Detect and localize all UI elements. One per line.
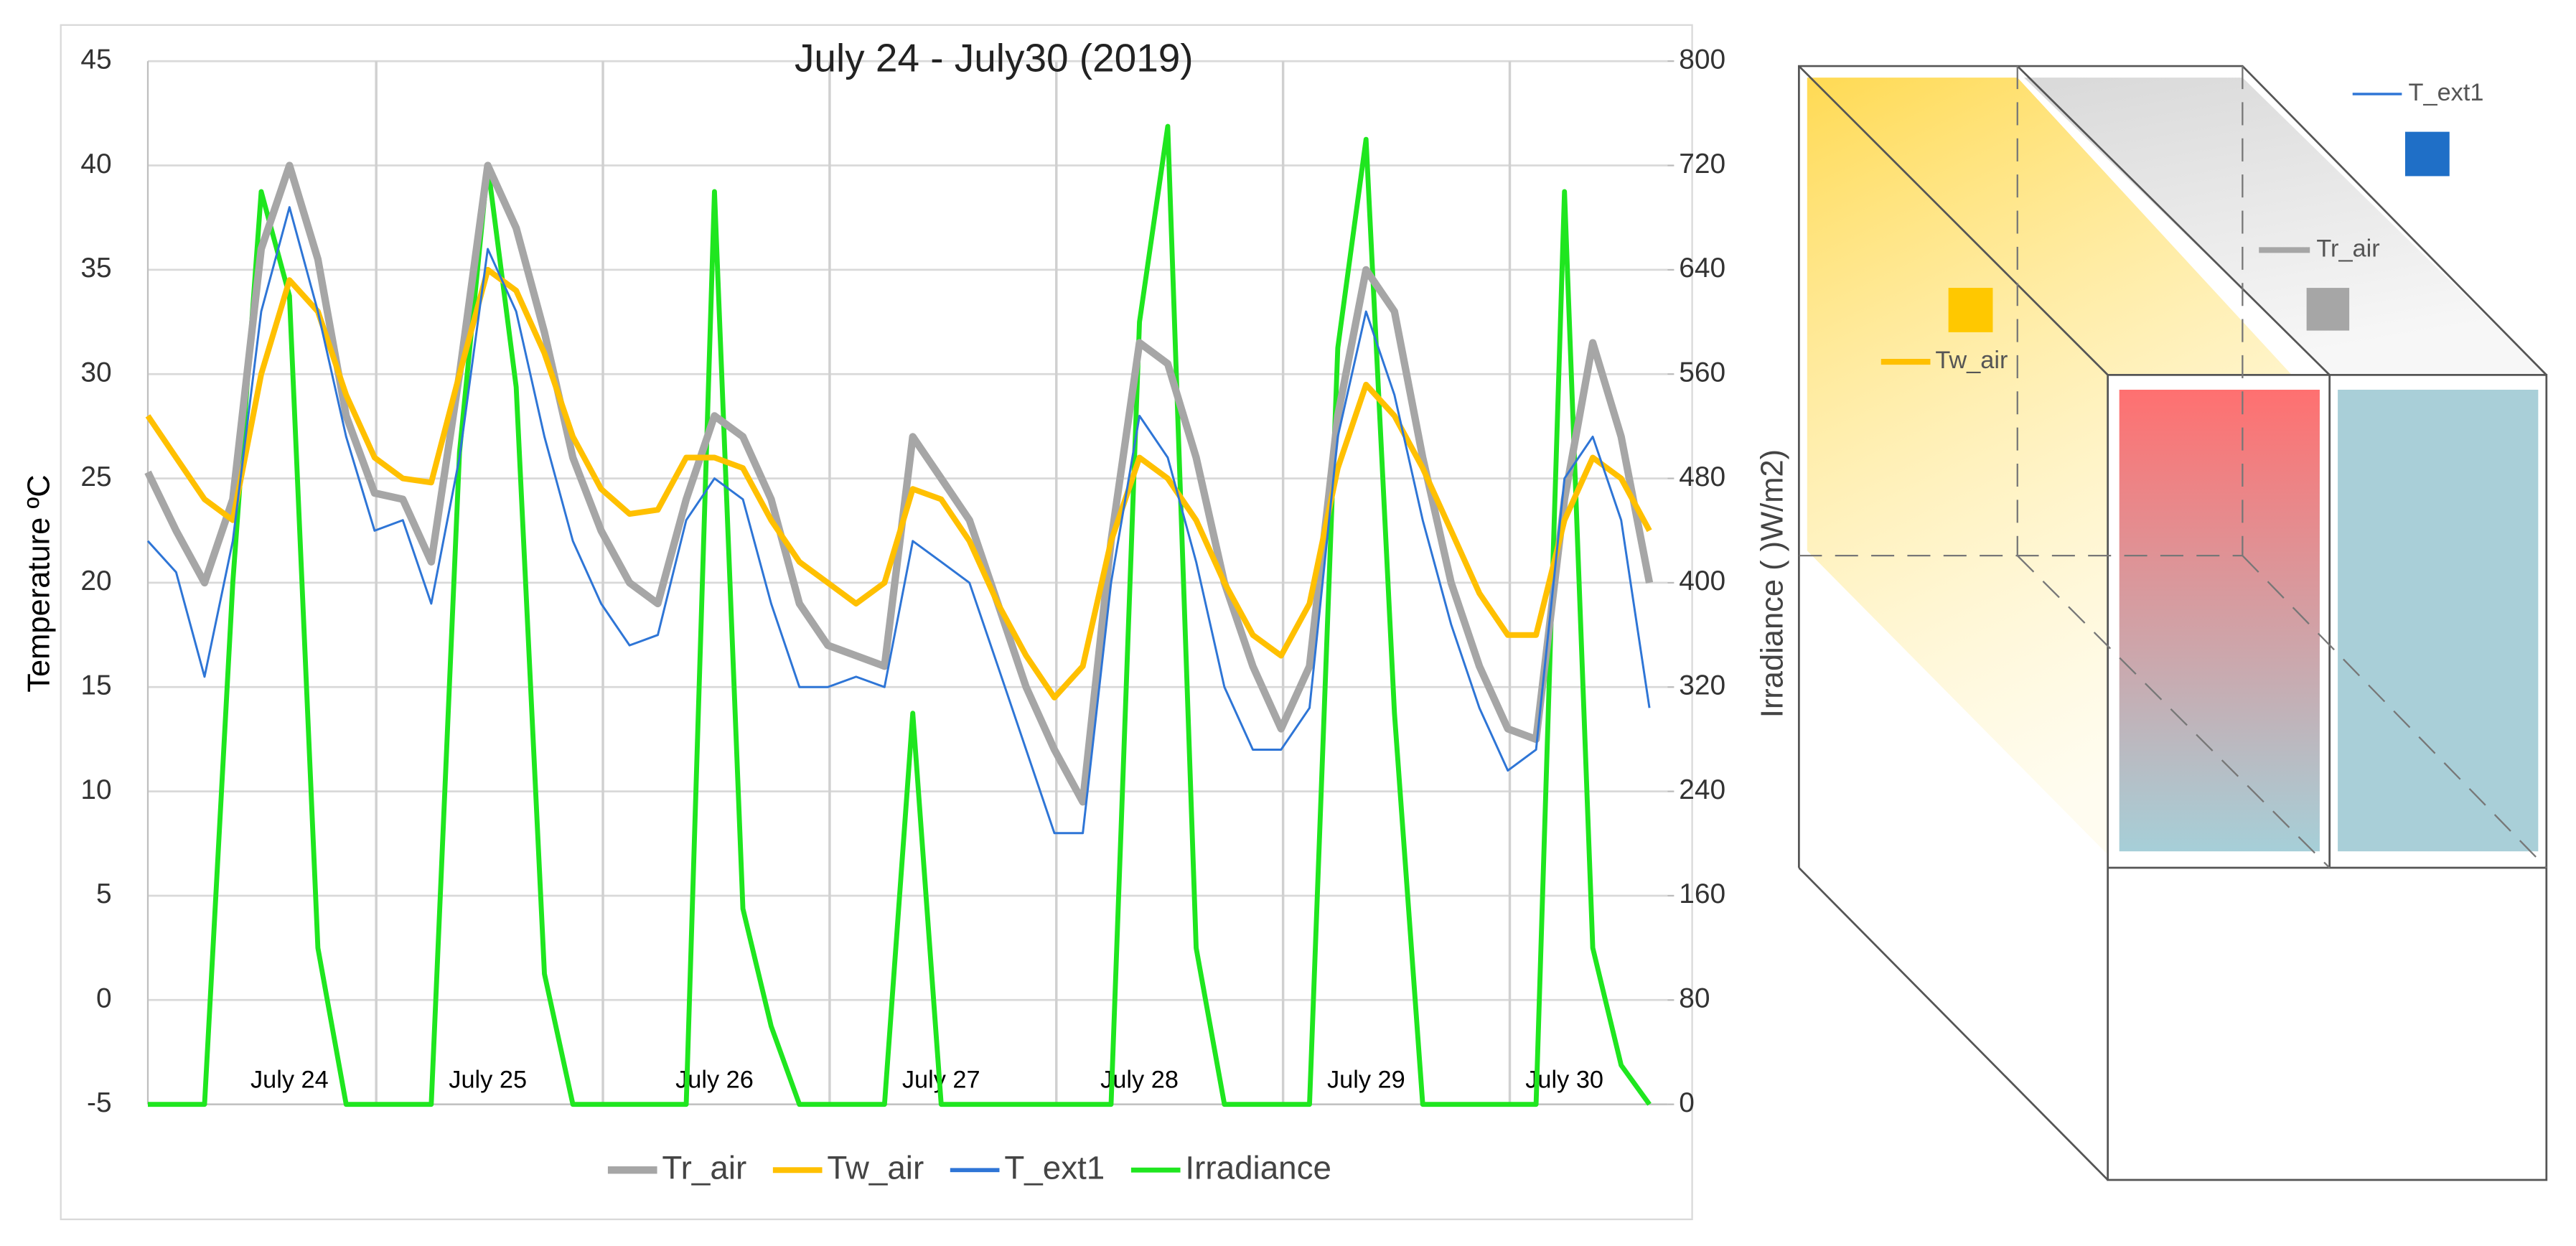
y2-axis-label: Irradiance ( )W/m2) xyxy=(1755,449,1789,718)
y2-tick-label: 640 xyxy=(1679,253,1725,284)
x-tick-label: July 25 xyxy=(449,1067,527,1094)
diagram-label: Tr_air xyxy=(2316,235,2379,262)
y2-tick-label: 800 xyxy=(1679,44,1725,75)
y-tick-label: -5 xyxy=(87,1087,112,1118)
y-tick-label: 40 xyxy=(80,149,111,179)
series-line xyxy=(145,266,1652,701)
y2-tick-label: 560 xyxy=(1679,357,1725,388)
y-tick-label: 25 xyxy=(80,462,111,492)
y-tick-label: 15 xyxy=(80,670,111,701)
blue-panel xyxy=(2338,389,2539,852)
y2-tick-label: 0 xyxy=(1679,1087,1695,1118)
y2-tick-label: 160 xyxy=(1679,879,1725,909)
y-axis-label: Temperature ºC xyxy=(22,474,57,692)
red-panel xyxy=(2119,389,2320,852)
y-tick-label: 0 xyxy=(96,983,112,1014)
yellow-volume xyxy=(1807,78,2292,855)
box-diagram: T_ext1 Tr_air Tw_air xyxy=(1797,65,2548,1181)
legend-label: Irradiance xyxy=(1185,1149,1331,1186)
diagram-label: T_ext1 xyxy=(2409,79,2484,106)
series-line xyxy=(146,206,1651,835)
legend-label: Tr_air xyxy=(662,1149,746,1186)
y-tick-label: 20 xyxy=(80,566,111,596)
y-tick-label: 45 xyxy=(80,44,111,75)
series-line xyxy=(148,123,1652,1107)
y2-tick-label: 720 xyxy=(1679,149,1725,179)
gray-volume xyxy=(2023,78,2547,375)
legend-label: T_ext1 xyxy=(1004,1149,1105,1186)
y-tick-label: 35 xyxy=(80,253,111,284)
series-line xyxy=(144,161,1654,806)
x-tick-label: July 24 xyxy=(250,1067,329,1094)
y-tick-label: 30 xyxy=(80,357,111,388)
legend-label: Tw_air xyxy=(827,1149,924,1186)
diagram-label: Tw_air xyxy=(1935,347,2008,374)
y-tick-label: 10 xyxy=(80,774,111,805)
day-grid xyxy=(375,61,1512,1105)
y2-tick-label: 400 xyxy=(1679,566,1725,596)
y2-tick-label: 480 xyxy=(1679,462,1725,492)
x-tick-label: July 29 xyxy=(1327,1067,1405,1094)
chart-title: July 24 - July30 (2019) xyxy=(795,36,1194,80)
y2-tick-label: 240 xyxy=(1679,774,1725,805)
y-tick-label: 5 xyxy=(96,879,112,909)
y2-tick-label: 80 xyxy=(1679,983,1710,1014)
y2-tick-label: 320 xyxy=(1679,670,1725,701)
